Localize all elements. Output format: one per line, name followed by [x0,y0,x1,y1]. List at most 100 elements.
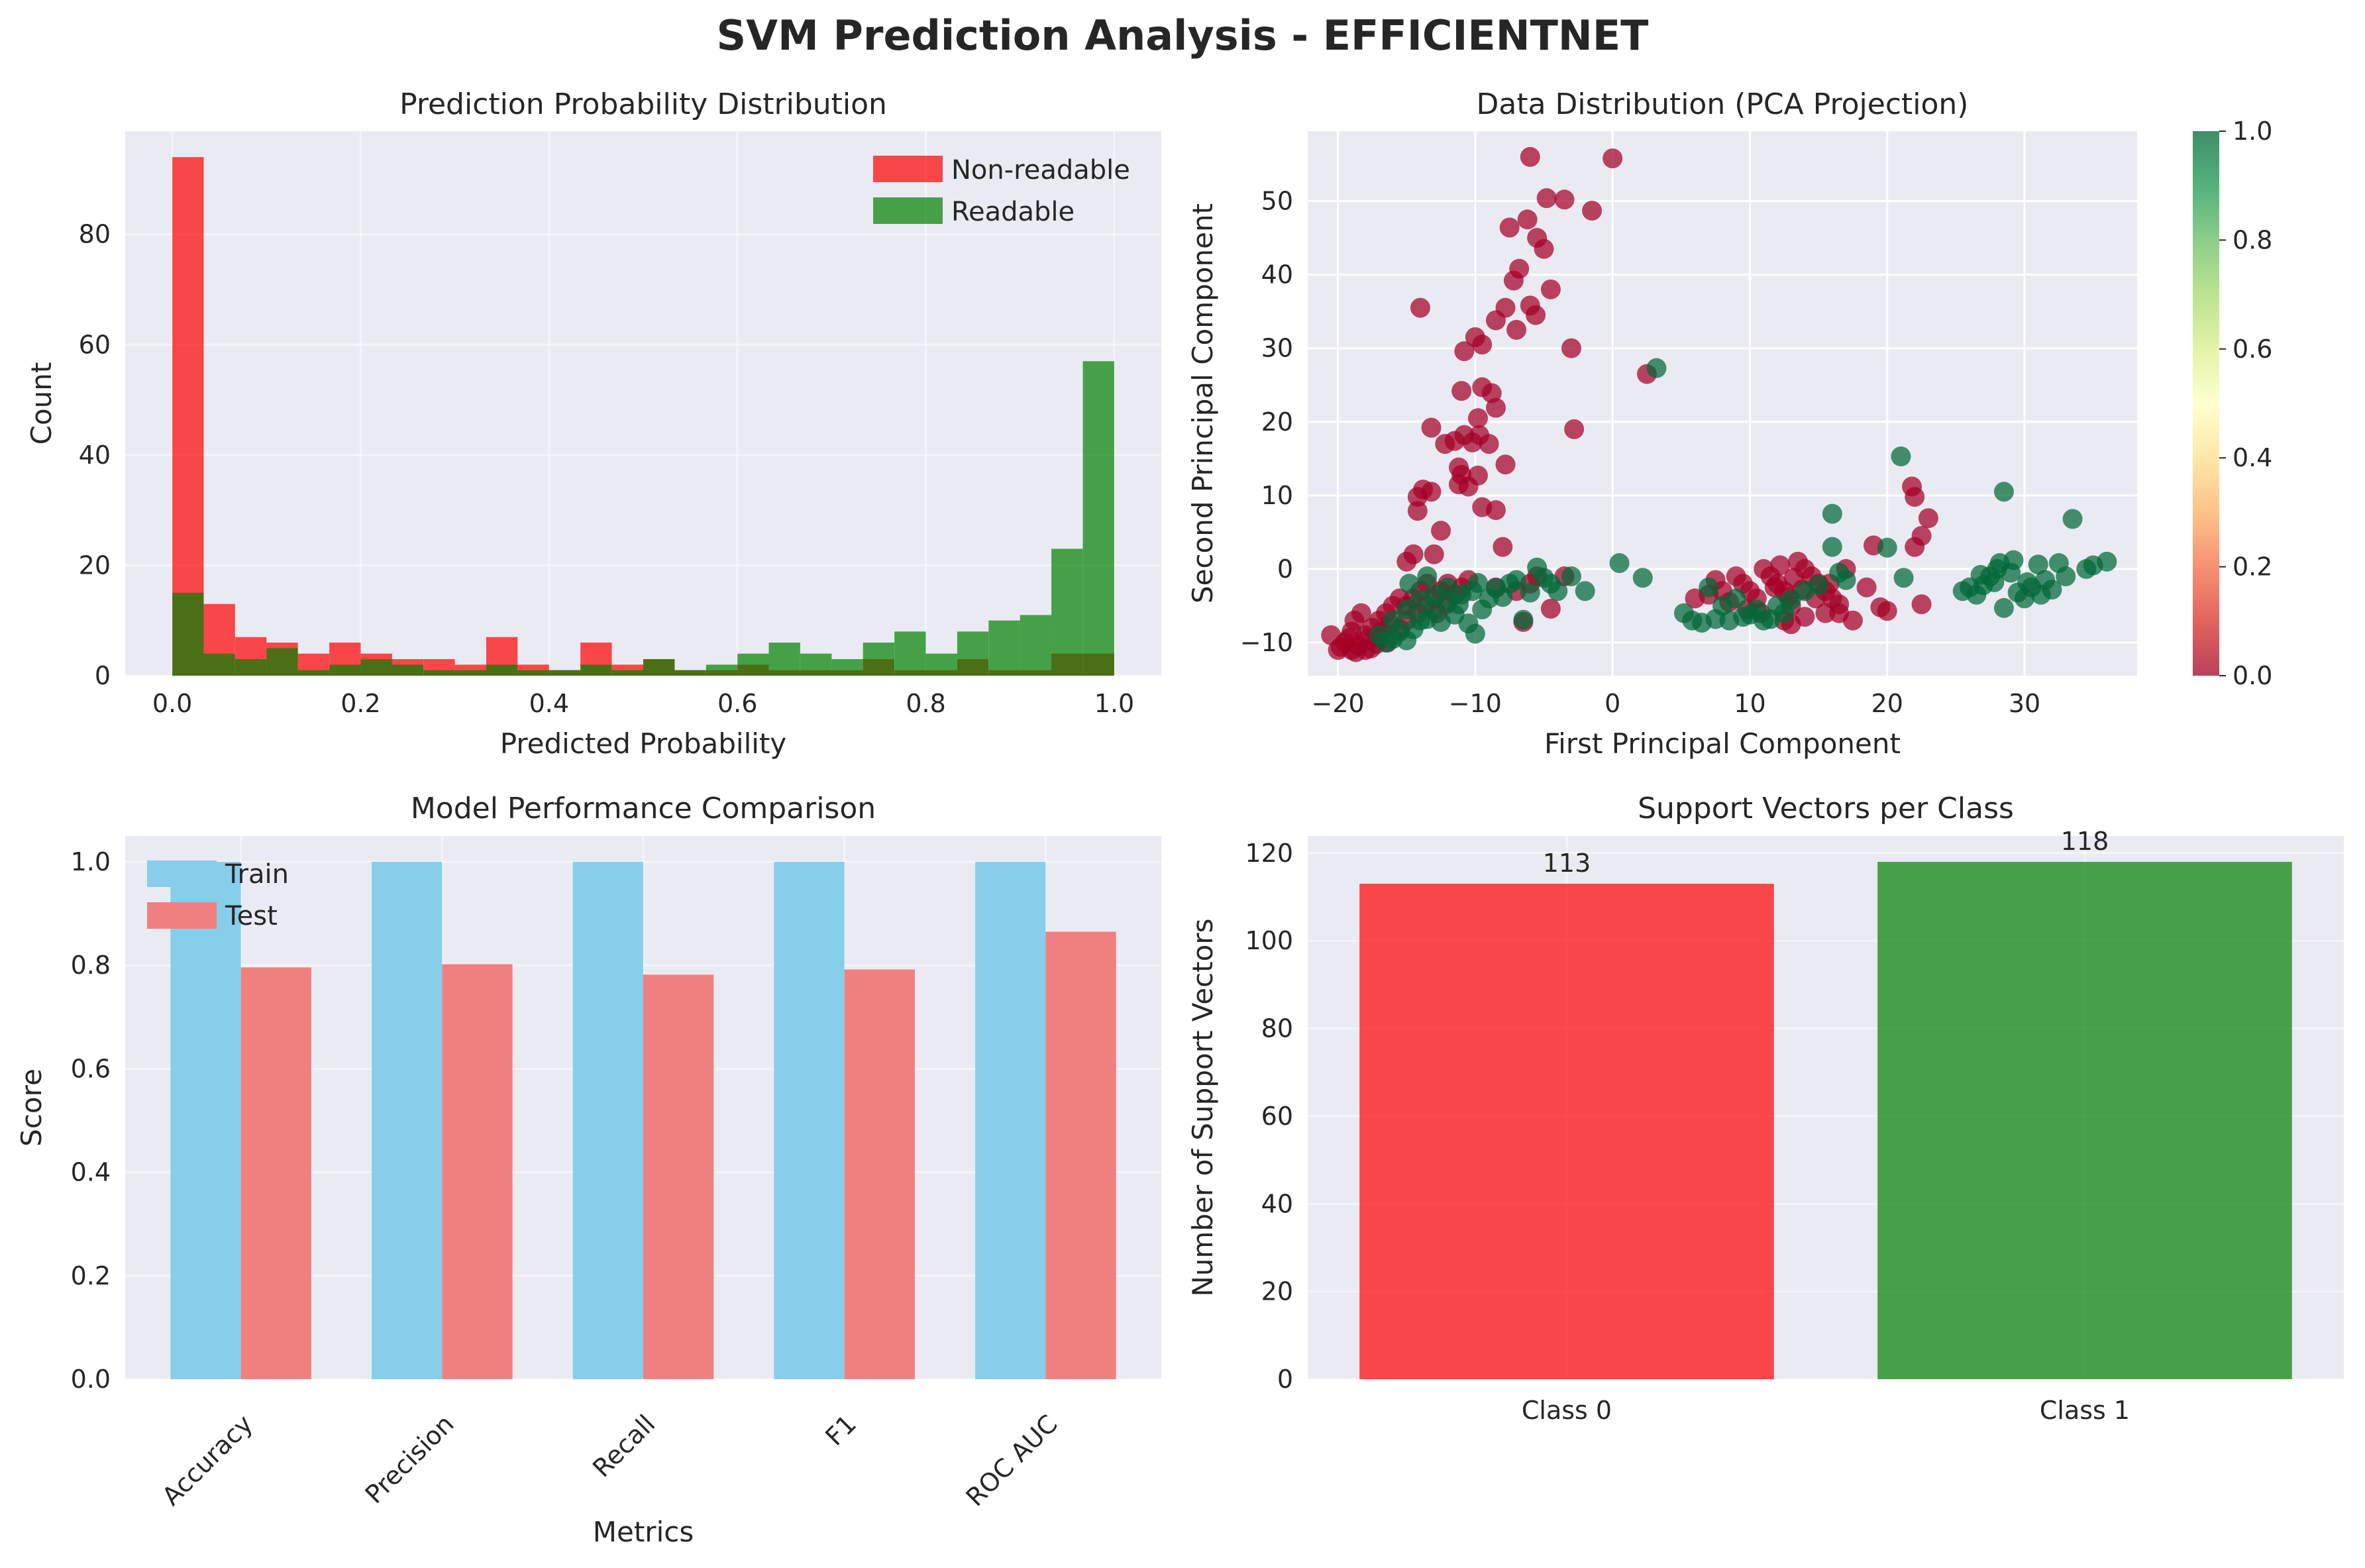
scatter-point-class-1 [1774,603,1795,623]
scatter-point-class-0 [1536,188,1557,209]
scatter-point-class-0 [1503,270,1524,291]
scatter-ytick-label: 40 [1261,260,1293,289]
scatter-point-class-1 [2003,550,2024,570]
histogram-bar-readable [266,648,298,676]
performance-ytick-label: 0.2 [71,1261,111,1290]
histogram-bar-readable [517,670,549,676]
histogram-bar-readable [706,664,738,676]
histogram-xtick-label: 0.8 [906,689,945,718]
legend-swatch-test [147,902,217,929]
histogram-legend: Non-readable Readable [873,155,1130,227]
histogram-bar-readable [235,659,267,676]
scatter-title: Data Distribution (PCA Projection) [1477,87,1969,121]
support-vectors-title: Support Vectors per Class [1638,792,2014,825]
support-vectors-bars: 113 118 [1359,827,2292,1379]
support-vectors-ytick-label: 40 [1261,1189,1293,1218]
scatter-point-class-1 [1575,581,1595,601]
scatter-point-class-1 [1726,588,1746,609]
histogram-ytick-label: 60 [79,330,111,359]
scatter-point-class-0 [1564,419,1585,439]
colorbar-ticks: 0.0 0.2 0.4 0.6 0.8 1.0 [2219,117,2272,690]
scatter-point-class-0 [1540,279,1561,299]
scatter-point-class-0 [1856,577,1877,598]
scatter-point-class-1 [1468,573,1489,594]
support-vectors-data-label: 118 [2061,827,2109,856]
histogram-bar-readable [737,653,769,676]
scatter-point-class-1 [1513,609,1534,630]
scatter-point-class-0 [1493,537,1513,557]
scatter-point-class-0 [1468,408,1489,429]
scatter-ytick-label: 50 [1261,187,1293,216]
scatter-point-class-0 [1485,310,1506,331]
scatter-point-class-0 [1829,594,1850,615]
figure-title: SVM Prediction Analysis - EFFICIENTNET [717,11,1649,60]
histogram-bar-readable [392,664,424,676]
scatter-point-class-1 [1993,598,2014,618]
scatter-point-class-1 [1506,570,1527,590]
histogram-axes: 0.0 0.2 0.4 0.6 0.8 1.0 0 20 40 60 80 [79,220,1134,718]
scatter-point-class-1 [2056,566,2076,587]
scatter-point-class-1 [1399,574,1420,594]
scatter-point-class-0 [1421,417,1442,438]
histogram-bars [172,157,1114,676]
legend-label-readable: Readable [951,197,1075,227]
histogram-xtick-label: 0.2 [341,689,380,718]
scatter-point-class-0 [1485,500,1506,521]
histogram-plot-area [125,131,1161,676]
histogram-bar-readable [172,593,204,676]
legend-swatch-readable [873,197,943,224]
scatter-point-class-1 [1809,575,1829,596]
histogram-bar-readable [611,670,643,676]
scatter-point-class-1 [1822,537,1842,557]
scatter-point-class-1 [1632,568,1653,588]
histogram-bar-readable [925,653,957,676]
performance-ytick-label: 0.0 [71,1365,111,1394]
histogram-bar-readable [329,664,361,676]
colorbar-tick-label: 0.4 [2233,443,2272,472]
histogram-bar-readable [580,664,612,676]
histogram-ytick-label: 40 [79,441,111,470]
scatter-ytick-label: 30 [1261,334,1293,363]
histogram-bar-readable [486,664,518,676]
support-vectors-panel: 113 118 0 20 40 60 80 100 120 Class 0 Class 1 Sup… [1186,792,2344,1425]
scatter-point-class-0 [1918,508,1938,529]
scatter-panel: −20 −10 0 10 20 30 −10 0 10 20 30 40 50 Data Distrib… [1186,87,2272,760]
legend-swatch-train [147,861,217,887]
legend-label-train: Train [225,859,289,890]
histogram-bar-readable [203,653,235,676]
scatter-xlabel: First Principal Component [1544,727,1901,760]
histogram-bar-readable [423,670,455,676]
scatter-point-class-0 [1685,588,1705,609]
performance-xtick-label: ROC AUC [961,1409,1063,1512]
scatter-points [1321,146,2117,662]
histogram-panel: 0.0 0.2 0.4 0.6 0.8 1.0 0 20 40 60 80 Prediction P… [25,87,1161,760]
scatter-ytick-label: 10 [1261,481,1293,510]
performance-panel: 0.0 0.2 0.4 0.6 0.8 1.0 Accuracy Precision Recal… [15,792,1161,1548]
scatter-point-class-0 [1424,544,1444,564]
scatter-point-class-1 [1646,358,1667,378]
legend-label-non-readable: Non-readable [951,155,1130,185]
performance-bar-test-recall [643,974,714,1379]
colorbar-tick-label: 0.6 [2233,335,2272,364]
histogram-xtick-label: 1.0 [1094,689,1134,718]
scatter-point-class-0 [1431,521,1451,541]
scatter-point-class-0 [1410,297,1430,318]
scatter-point-class-1 [2017,572,2038,592]
scatter-point-class-0 [1905,537,1925,557]
scatter-ytick-label: 0 [1277,554,1293,584]
scatter-xtick-label: 30 [2009,689,2040,718]
histogram-bar-readable [1082,361,1114,676]
histogram-bar-readable [768,643,800,676]
performance-bar-test-accuracy [240,967,311,1379]
scatter-point-class-0 [1517,209,1538,230]
histogram-bar-readable [674,670,706,676]
scatter-point-class-0 [1754,558,1774,579]
histogram-grid [125,131,1161,677]
scatter-point-class-1 [1449,594,1469,615]
scatter-ytick-label: −10 [1240,628,1293,657]
scatter-point-class-0 [1495,454,1516,475]
scatter-point-class-0 [1328,640,1348,660]
scatter-point-class-1 [1609,553,1630,574]
support-vectors-ytick-label: 120 [1245,839,1293,868]
support-vectors-ytick-label: 80 [1261,1014,1293,1043]
